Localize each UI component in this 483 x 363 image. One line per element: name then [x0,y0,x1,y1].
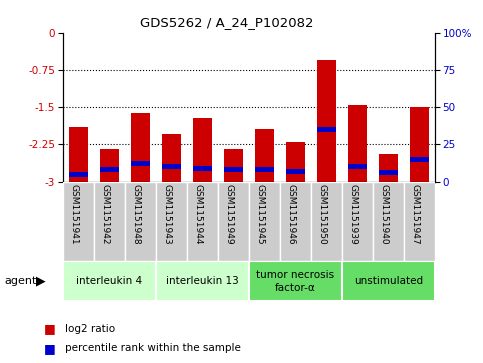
Bar [94,182,125,261]
Bar [131,113,150,182]
Bar [63,261,156,301]
Text: GSM1151941: GSM1151941 [69,184,78,245]
Text: tumor necrosis
factor-α: tumor necrosis factor-α [256,270,334,293]
Bar [342,182,373,261]
Bar [69,172,87,176]
Text: ■: ■ [43,342,55,355]
Bar [348,164,367,169]
Bar [410,157,428,162]
Text: GSM1151946: GSM1151946 [286,184,295,245]
Bar [187,182,218,261]
Text: GSM1151950: GSM1151950 [317,184,326,245]
Text: log2 ratio: log2 ratio [65,323,115,334]
Bar [224,167,242,172]
Bar [255,167,273,172]
Text: GSM1151949: GSM1151949 [224,184,233,245]
Bar [379,170,398,175]
Bar [162,134,181,182]
Text: GSM1151944: GSM1151944 [193,184,202,244]
Bar [286,168,304,174]
Bar [317,60,336,182]
Bar [348,105,367,182]
Bar [156,261,249,301]
Text: GSM1151948: GSM1151948 [131,184,140,245]
Bar [404,182,435,261]
Bar [218,182,249,261]
Bar [69,127,87,182]
Text: GSM1151947: GSM1151947 [410,184,419,245]
Bar [286,142,304,182]
Bar [317,127,336,132]
Bar [379,154,398,182]
Text: ▶: ▶ [36,275,46,288]
Bar [125,182,156,261]
Bar [249,182,280,261]
Text: GSM1151942: GSM1151942 [100,184,109,244]
Bar [131,161,150,166]
Bar [100,167,119,172]
Text: GSM1151945: GSM1151945 [255,184,264,245]
Text: agent: agent [5,276,37,286]
Bar [63,182,94,261]
Bar [249,261,342,301]
Bar [162,164,181,169]
Text: ■: ■ [43,322,55,335]
Text: unstimulated: unstimulated [354,276,423,286]
Bar [100,149,119,182]
Bar [311,182,342,261]
Bar [255,130,273,182]
Bar [410,107,428,182]
Bar [373,182,404,261]
Text: GDS5262 / A_24_P102082: GDS5262 / A_24_P102082 [140,16,314,29]
Text: percentile rank within the sample: percentile rank within the sample [65,343,241,354]
Text: GSM1151940: GSM1151940 [379,184,388,245]
Text: interleukin 13: interleukin 13 [166,276,239,286]
Text: interleukin 4: interleukin 4 [76,276,142,286]
Text: GSM1151943: GSM1151943 [162,184,171,245]
Bar [193,118,212,182]
Bar [193,166,212,171]
Bar [156,182,187,261]
Bar [342,261,435,301]
Bar [224,149,242,182]
Text: GSM1151939: GSM1151939 [348,184,357,245]
Bar [280,182,311,261]
